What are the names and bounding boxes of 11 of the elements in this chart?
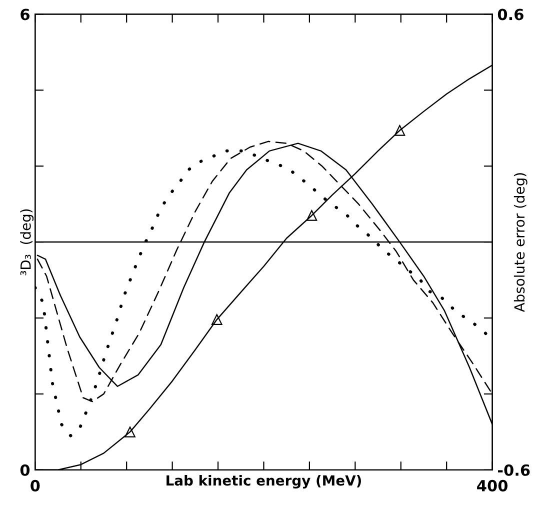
x-axis-title: Lab kinetic energy (MeV): [166, 474, 361, 489]
point: [124, 426, 136, 438]
point: [394, 125, 406, 136]
point: [306, 210, 318, 221]
x-tick-label: 400: [477, 480, 508, 492]
y-tick-label: 6: [20, 8, 30, 20]
point: [211, 314, 222, 325]
y2-axis-title: Absolute error (deg): [514, 173, 528, 312]
y-axis-title: ³D₃ (deg): [20, 209, 34, 276]
y2-tick-label: 0.6: [498, 8, 524, 20]
y2-tick-label: -0.6: [498, 464, 530, 476]
